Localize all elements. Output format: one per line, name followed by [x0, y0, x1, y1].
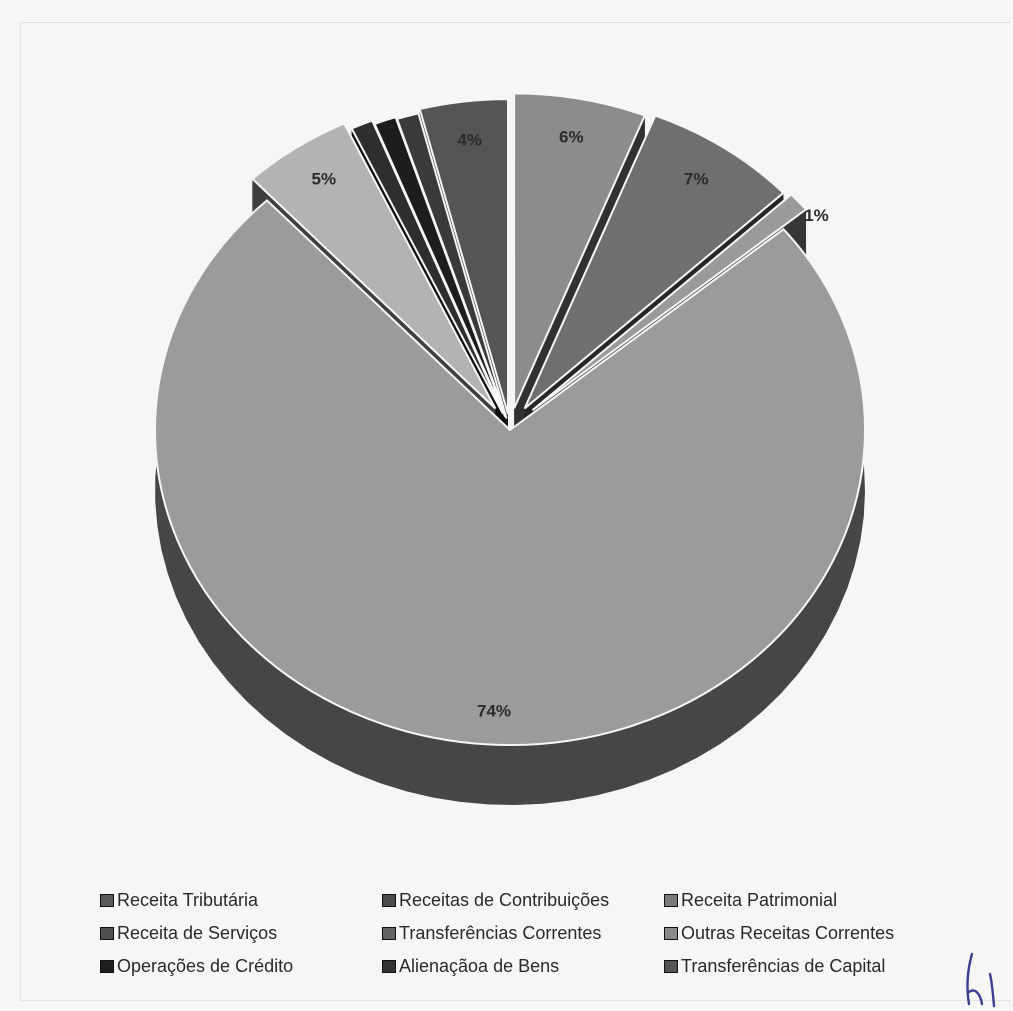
- legend-label: Receitas de Contribuições: [399, 889, 610, 910]
- legend-item: Receita de Serviços: [100, 921, 382, 945]
- scan-frame-top: [20, 22, 1010, 23]
- legend-swatch: [664, 893, 678, 907]
- legend-label: Receita Patrimonial: [681, 889, 838, 910]
- legend-label: Receita Tributária: [117, 889, 259, 910]
- pie-chart: 6% 7% 1% 74% 5% 4%: [154, 92, 866, 805]
- slice-data-label: 4%: [457, 130, 482, 149]
- slice-data-label: 1%: [804, 206, 829, 225]
- legend-swatch: [382, 926, 396, 940]
- legend-label: Receita de Serviços: [117, 922, 278, 943]
- legend-label: Alienaçãoa de Bens: [399, 955, 560, 976]
- pie-slice: [531, 193, 808, 411]
- slice-data-label: 5%: [312, 169, 337, 188]
- handwritten-signature: [966, 952, 996, 1008]
- slice-data-label: 74%: [477, 701, 511, 720]
- legend-item: Operações de Crédito: [100, 954, 382, 978]
- legend-swatch: [382, 959, 396, 973]
- legend-item: Receitas de Contribuições: [382, 888, 664, 912]
- legend-item: Alienaçãoa de Bens: [382, 954, 664, 978]
- pie-slice: [373, 115, 507, 418]
- slice-data-label: 7%: [684, 169, 709, 188]
- pie-slice: [250, 122, 497, 410]
- legend-item: Receita Patrimonial: [664, 888, 946, 912]
- legend-swatch: [100, 926, 114, 940]
- pie-slice: [154, 199, 866, 746]
- scan-frame-left: [20, 22, 21, 1002]
- legend-item: Outras Receitas Correntes: [664, 921, 946, 945]
- legend-label: Transferências de Capital: [681, 955, 886, 976]
- legend-swatch: [382, 893, 396, 907]
- pie-slice: [513, 92, 647, 409]
- pie-slice: [350, 119, 504, 414]
- legend-item: Receita Tributária: [100, 888, 382, 912]
- pie-slice: [395, 112, 508, 419]
- legend-swatch: [664, 959, 678, 973]
- scan-frame-bottom: [20, 1000, 1010, 1001]
- slice-data-label: 6%: [559, 127, 584, 146]
- pie-slice: [523, 114, 785, 410]
- legend-item: Transferências Correntes: [382, 921, 664, 945]
- pie-slice: [418, 98, 510, 415]
- legend-swatch: [664, 926, 678, 940]
- legend-item: Transferências de Capital: [664, 954, 946, 978]
- legend-label: Operações de Crédito: [117, 955, 294, 976]
- legend-label: Outras Receitas Correntes: [681, 922, 895, 943]
- legend-swatch: [100, 959, 114, 973]
- legend-swatch: [100, 893, 114, 907]
- legend-label: Transferências Correntes: [399, 922, 602, 943]
- chart-legend: Receita Tributária Receitas de Contribui…: [100, 888, 960, 978]
